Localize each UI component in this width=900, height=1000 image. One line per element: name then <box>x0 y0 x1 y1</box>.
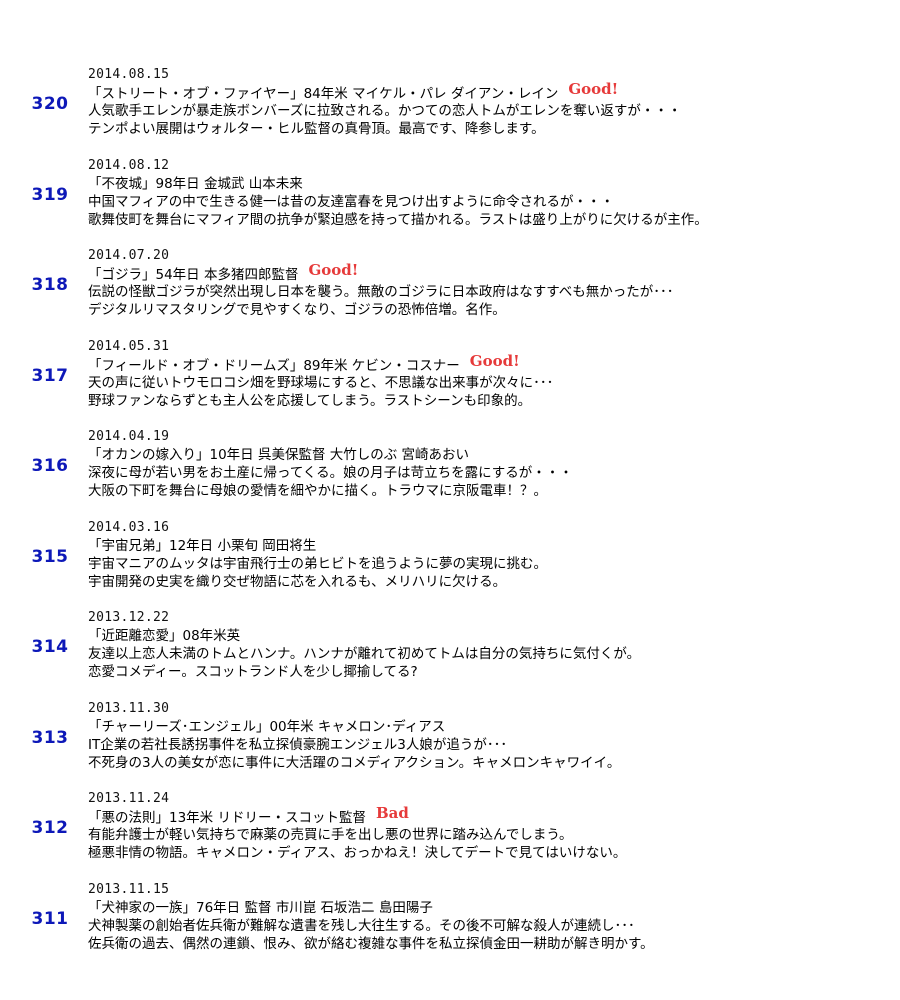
entry-synopsis: 有能弁護士が軽い気持ちで麻薬の売買に手を出し悪の世界に踏み込んでしまう。 <box>88 827 573 843</box>
rating-badge: Good! <box>469 351 520 370</box>
list-item: 317 2014.05.31 「フィールド・オブ・ドリームズ」89年米 ケビン・… <box>0 338 900 429</box>
entry-title-line: 「ストリート・オブ・ファイヤー」84年米 マイケル・パレ ダイアン・レイン Goo… <box>88 80 888 102</box>
entry-content: 2013.11.15 「犬神家の一族」76年日 監督 市川崑 石坂浩二 島田陽子… <box>88 881 888 953</box>
entry-synopsis: 宇宙マニアのムッタは宇宙飛行士の弟ヒビトを追うように夢の実現に挑む。 <box>88 555 547 572</box>
entry-content: 2014.08.12 「不夜城」98年日 金城武 山本未来 中国マフィアの中で生… <box>88 157 888 229</box>
entry-date: 2013.12.22 <box>88 610 170 625</box>
entry-date: 2014.08.15 <box>88 67 170 82</box>
entry-synopsis: IT企業の若社長誘拐事件を私立探偵豪腕エンジェル3人娘が追うが･･･ <box>88 736 508 753</box>
entry-content: 2014.04.19 「オカンの嫁入り」10年日 呉美保監督 大竹しのぶ 宮崎あ… <box>88 428 888 500</box>
list-item: 319 2014.08.12 「不夜城」98年日 金城武 山本未来 中国マフィア… <box>0 157 900 248</box>
entry-title: 「ゴジラ」54年日 本多猪四郎監督 <box>88 267 299 283</box>
entry-number: 311 <box>31 908 69 929</box>
entry-comment: デジタルリマスタリングで見やすくなり、ゴジラの恐怖倍増。名作。 <box>88 302 506 318</box>
entry-date: 2014.08.12 <box>88 157 170 173</box>
entry-date: 2014.07.20 <box>88 248 170 263</box>
entry-title-line: 「近距離恋愛」08年米英 <box>88 627 888 645</box>
entry-content: 2013.11.24 「悪の法則」13年米 リドリー・スコット監督 Bad 有能弁… <box>88 790 888 862</box>
entry-date: 2014.05.31 <box>88 338 170 354</box>
entry-number: 317 <box>31 365 69 386</box>
entry-title: 「ストリート・オブ・ファイヤー」84年米 マイケル・パレ ダイアン・レイン <box>88 86 559 102</box>
list-item: 312 2013.11.24 「悪の法則」13年米 リドリー・スコット監督 Bad… <box>0 790 900 881</box>
entry-synopsis: 深夜に母が若い男をお土産に帰ってくる。娘の月子は苛立ちを露にするが・・・ <box>88 465 573 481</box>
entry-number: 315 <box>31 546 69 567</box>
entry-synopsis: 犬神製薬の創始者佐兵衛が難解な遺書を残し大往生する。その後不可解な殺人が連続し･… <box>88 917 635 934</box>
entry-content: 2014.07.20 「ゴジラ」54年日 本多猪四郎監督 Good! 伝説の怪獣ゴ… <box>88 247 888 319</box>
entry-comment: テンポよい展開はウォルター・ヒル監督の真骨頂。最高です、降参します。 <box>88 121 545 137</box>
entry-comment: 極悪非情の物語。キャメロン・ディアス、おっかねえ！決してデートで見てはいけない。 <box>88 845 627 861</box>
entry-comment: 佐兵衛の過去、偶然の連鎖、恨み、欲が絡む複雑な事件を私立探偵金田一耕助が解き明か… <box>88 935 654 952</box>
entry-synopsis: 友達以上恋人未満のトムとハンナ。ハンナが離れて初めてトムは自分の気持ちに気付くが… <box>88 646 641 662</box>
entry-synopsis: 中国マフィアの中で生きる健一は昔の友達富春を見つけ出すように命令されるが・・・ <box>88 193 614 210</box>
entry-comment: 大阪の下町を舞台に母娘の愛情を細やかに描く。トラウマに京阪電車！？。 <box>88 483 547 499</box>
entry-title-line: 「悪の法則」13年米 リドリー・スコット監督 Bad <box>88 804 888 826</box>
entry-number: 316 <box>31 456 69 476</box>
list-item: 320 2014.08.15 「ストリート・オブ・ファイヤー」84年米 マイケル… <box>0 66 900 157</box>
entry-content: 2014.03.16 「宇宙兄弟」12年日 小栗旬 岡田将生 宇宙マニアのムッタ… <box>88 519 888 591</box>
entry-content: 2013.11.30 「チャーリーズ･エンジェル」00年米 キャメロン･ディアス… <box>88 700 888 772</box>
entry-date: 2014.04.19 <box>88 429 170 444</box>
entry-title-line: 「宇宙兄弟」12年日 小栗旬 岡田将生 <box>88 537 888 555</box>
entry-number: 318 <box>31 275 69 295</box>
rating-badge: Good! <box>308 261 359 279</box>
entry-date: 2013.11.30 <box>88 700 170 716</box>
entry-title: 「宇宙兄弟」12年日 小栗旬 岡田将生 <box>88 537 317 554</box>
entry-date: 2013.11.24 <box>88 791 170 806</box>
entry-title: 「オカンの嫁入り」10年日 呉美保監督 大竹しのぶ 宮崎あおい <box>88 447 470 463</box>
entry-number: 319 <box>31 184 69 205</box>
entry-title: 「不夜城」98年日 金城武 山本未来 <box>88 175 303 192</box>
list-item: 315 2014.03.16 「宇宙兄弟」12年日 小栗旬 岡田将生 宇宙マニア… <box>0 519 900 610</box>
entry-title-line: 「フィールド・オブ・ドリームズ」89年米 ケビン・コスナー Good! <box>88 352 888 374</box>
list-item: 313 2013.11.30 「チャーリーズ･エンジェル」00年米 キャメロン･… <box>0 700 900 791</box>
rating-badge: Good! <box>568 80 619 98</box>
list-item: 311 2013.11.15 「犬神家の一族」76年日 監督 市川崑 石坂浩二 … <box>0 881 900 972</box>
entry-comment: 歌舞伎町を舞台にマフィア間の抗争が緊迫感を持って描かれる。ラストは盛り上がりに欠… <box>88 211 708 228</box>
entry-title: 「近距離恋愛」08年米英 <box>88 628 241 644</box>
entry-number: 314 <box>31 637 69 657</box>
entry-synopsis: 人気歌手エレンが暴走族ボンバーズに拉致される。かつての恋人トムがエレンを奪い返す… <box>88 103 682 119</box>
entry-title-line: 「チャーリーズ･エンジェル」00年米 キャメロン･ディアス <box>88 718 888 736</box>
list-item: 318 2014.07.20 「ゴジラ」54年日 本多猪四郎監督 Good! 伝説… <box>0 247 900 338</box>
entry-title: 「犬神家の一族」76年日 監督 市川崑 石坂浩二 島田陽子 <box>88 899 433 916</box>
entry-content: 2013.12.22 「近距離恋愛」08年米英 友達以上恋人未満のトムとハンナ。… <box>88 609 888 681</box>
entry-number: 313 <box>31 727 69 748</box>
entry-number: 312 <box>31 818 69 838</box>
list-item: 316 2014.04.19 「オカンの嫁入り」10年日 呉美保監督 大竹しのぶ… <box>0 428 900 519</box>
entry-date: 2013.11.15 <box>88 881 170 897</box>
entry-title-line: 「犬神家の一族」76年日 監督 市川崑 石坂浩二 島田陽子 <box>88 899 888 917</box>
entry-title-line: 「オカンの嫁入り」10年日 呉美保監督 大竹しのぶ 宮崎あおい <box>88 446 888 464</box>
entry-comment: 恋愛コメディー。スコットランド人を少し揶揄してる? <box>88 664 418 680</box>
entry-synopsis: 天の声に従いトウモロコシ畑を野球場にすると、不思議な出来事が次々に･･･ <box>88 374 554 391</box>
entry-comment: 不死身の3人の美女が恋に事件に大活躍のコメディアクション。キャメロンキャワイイ。 <box>88 754 621 771</box>
entry-title-line: 「不夜城」98年日 金城武 山本未来 <box>88 175 888 193</box>
entry-content: 2014.05.31 「フィールド・オブ・ドリームズ」89年米 ケビン・コスナー… <box>88 338 888 410</box>
entry-title: 「チャーリーズ･エンジェル」00年米 キャメロン･ディアス <box>88 718 446 735</box>
rating-badge: Bad <box>375 804 409 822</box>
entry-date: 2014.03.16 <box>88 519 170 535</box>
entry-title-line: 「ゴジラ」54年日 本多猪四郎監督 Good! <box>88 261 888 283</box>
entry-synopsis: 伝説の怪獣ゴジラが突然出現し日本を襲う。無敵のゴジラに日本政府はなすすべも無かっ… <box>88 284 674 300</box>
entry-comment: 野球ファンならずとも主人公を応援してしまう。ラストシーンも印象的。 <box>88 392 532 409</box>
review-list: 320 2014.08.15 「ストリート・オブ・ファイヤー」84年米 マイケル… <box>0 66 900 971</box>
entry-title: 「悪の法則」13年米 リドリー・スコット監督 <box>88 810 366 826</box>
entry-number: 320 <box>31 94 69 114</box>
list-item: 314 2013.12.22 「近距離恋愛」08年米英 友達以上恋人未満のトムと… <box>0 609 900 700</box>
entry-content: 2014.08.15 「ストリート・オブ・ファイヤー」84年米 マイケル・パレ … <box>88 66 888 138</box>
entry-comment: 宇宙開発の史実を織り交ぜ物語に芯を入れるも、メリハリに欠ける。 <box>88 573 507 590</box>
entry-title: 「フィールド・オブ・ドリームズ」89年米 ケビン・コスナー <box>88 357 460 374</box>
